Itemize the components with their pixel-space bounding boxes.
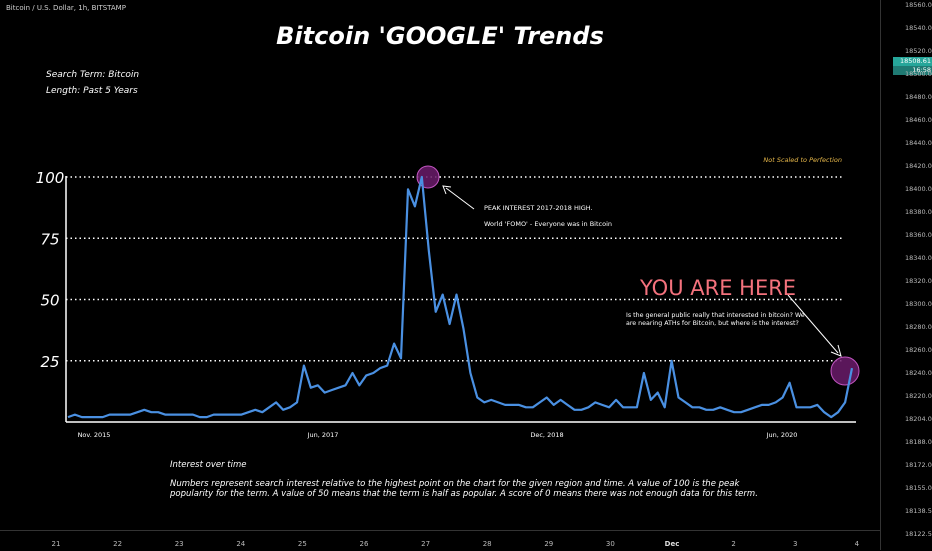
time-label: 3 — [792, 540, 798, 548]
price-label: 18460.00 — [905, 116, 932, 124]
price-label: 18320.00 — [905, 277, 932, 285]
peak-arrow-line — [445, 187, 475, 210]
scale-note: Not Scaled to Perfection — [763, 156, 842, 164]
y-tick-label-50: 50 — [40, 292, 59, 310]
price-label: 18400.00 — [905, 185, 932, 193]
time-label: 28 — [482, 540, 492, 548]
price-label: 18480.00 — [905, 93, 932, 101]
current-arrow-line — [787, 294, 839, 354]
price-label: 18520.00 — [905, 47, 932, 55]
trends-chart: 100 75 50 25 Nov. 2015 Jun, 2017 Dec, 2018 Jun… — [36, 165, 860, 439]
price-axis[interactable]: 18508.61 16:58 18560.00 18540.00 18520.00 1… — [880, 0, 932, 550]
time-label: 24 — [236, 540, 246, 548]
current-price-tag: 18508.61 — [893, 57, 932, 66]
price-label: 18440.00 — [905, 139, 932, 147]
price-label: 18280.00 — [905, 323, 932, 331]
price-label: 18560.00 — [905, 1, 932, 9]
time-label: 21 — [51, 540, 61, 548]
time-label: 22 — [113, 540, 123, 548]
chart-title: Bitcoin 'GOOGLE' Trends — [276, 22, 604, 50]
price-label: 18540.00 — [905, 24, 932, 32]
ticker-label: Bitcoin / U.S. Dollar, 1h, BITSTAMP — [6, 4, 126, 12]
y-tick-labels: 100 75 50 25 — [36, 169, 65, 371]
price-label: 18240.00 — [905, 369, 932, 377]
you-are-here-label: YOU ARE HERE — [640, 276, 797, 300]
price-label: 18380.00 — [905, 208, 932, 216]
time-axis[interactable]: 21 22 23 24 25 26 27 28 29 30 Dec 2 3 4 — [0, 530, 880, 551]
countdown-tag: 16:58 — [893, 66, 932, 75]
price-label: 18138.50 — [905, 507, 932, 515]
price-label: 18155.00 — [905, 484, 932, 492]
time-label: 4 — [854, 540, 860, 548]
interest-title: Interest over time — [170, 460, 247, 470]
current-arrow-head — [830, 344, 842, 357]
price-label: 18220.00 — [905, 392, 932, 400]
price-label: 18172.00 — [905, 461, 932, 469]
price-label: 18340.00 — [905, 254, 932, 262]
interest-description: Numbers represent search interest relati… — [170, 479, 758, 499]
price-label: 18260.00 — [905, 346, 932, 354]
time-label: 26 — [359, 540, 369, 548]
peak-annotation-sub: World 'FOMO' - Everyone was in Bitcoin — [484, 220, 612, 228]
x-axis-label-1: Jun, 2017 — [307, 431, 339, 439]
y-tick-label-25: 25 — [40, 353, 59, 371]
length-label: Length: Past 5 Years — [46, 86, 138, 96]
x-axis-label-2: Dec, 2018 — [530, 431, 563, 439]
x-axis-labels: Nov. 2015 Jun, 2017 Dec, 2018 Jun, 2020 — [78, 431, 798, 439]
price-label: 18420.00 — [905, 162, 932, 170]
time-label: 29 — [544, 540, 554, 548]
y-tick-label-75: 75 — [40, 230, 59, 248]
price-label: 18204.00 — [905, 415, 932, 423]
peak-arrow-head — [442, 185, 452, 195]
price-label: 18300.00 — [905, 300, 932, 308]
current-highlight-circle — [830, 356, 860, 386]
price-label: 18122.50 — [905, 530, 932, 538]
search-term-label: Search Term: Bitcoin — [46, 70, 140, 80]
question-text: Is the general public really that intere… — [626, 312, 805, 327]
time-label: 30 — [605, 540, 615, 548]
grid-lines — [66, 176, 842, 362]
time-label: 25 — [297, 540, 307, 548]
price-label: 18500.00 — [905, 70, 932, 78]
time-label: 2 — [731, 540, 736, 548]
y-tick-label-100: 100 — [36, 169, 65, 187]
series-line-interest — [67, 175, 854, 419]
x-axis-label-3: Jun, 2020 — [766, 431, 798, 439]
price-label: 18360.00 — [905, 231, 932, 239]
x-axis-label-0: Nov. 2015 — [78, 431, 111, 439]
price-label: 18188.00 — [905, 438, 932, 446]
peak-annotation-title: PEAK INTEREST 2017-2018 HIGH. — [484, 204, 593, 212]
time-label: Dec — [664, 540, 680, 548]
time-label: 27 — [421, 540, 431, 548]
time-label: 23 — [174, 540, 184, 548]
